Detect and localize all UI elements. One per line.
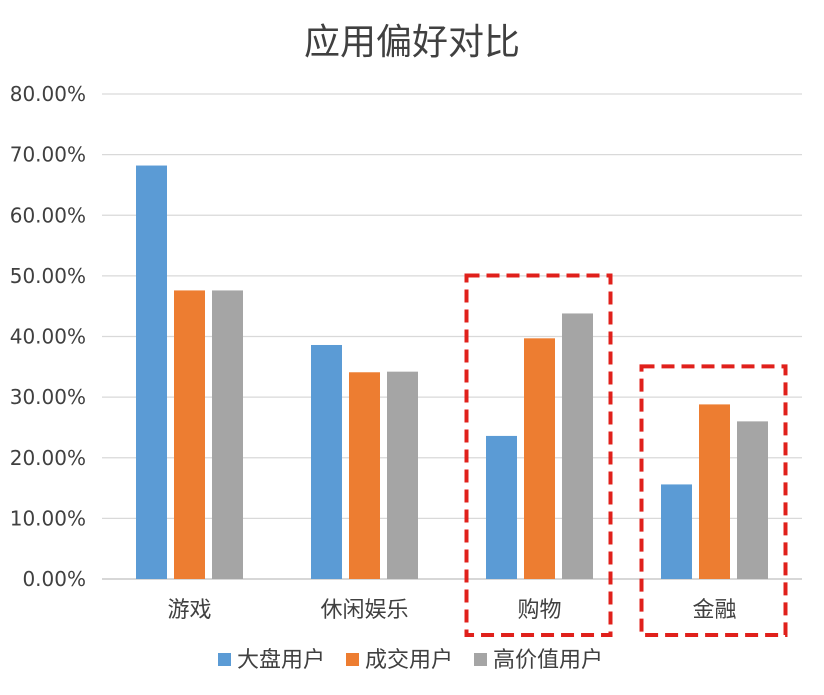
bar xyxy=(699,404,730,579)
legend-label: 高价值用户 xyxy=(493,648,603,673)
x-tick-label: 购物 xyxy=(517,598,561,623)
highlight-boxes xyxy=(464,273,788,637)
y-tick-label: 80.00% xyxy=(10,82,86,106)
bar xyxy=(174,290,205,579)
highlight-box xyxy=(464,273,613,637)
chart-title: 应用偏好对比 xyxy=(304,22,520,63)
legend-swatch xyxy=(346,653,359,666)
highlight-box xyxy=(639,364,788,637)
bars xyxy=(136,165,768,579)
bar xyxy=(524,338,555,579)
y-tick-label: 70.00% xyxy=(10,143,86,167)
y-axis-tick-labels: 0.00% 10.00% 20.00% 30.00% 40.00% 50.00% 60.00… xyxy=(10,82,86,591)
y-tick-label: 10.00% xyxy=(10,506,86,530)
y-tick-label: 30.00% xyxy=(10,385,86,409)
legend: 大盘用户 成交用户 高价值用户 xyxy=(218,648,603,673)
legend-swatch xyxy=(474,653,487,666)
bar xyxy=(136,165,167,579)
bar xyxy=(661,484,692,579)
y-tick-label: 40.00% xyxy=(10,325,86,349)
bar xyxy=(349,372,380,579)
y-tick-label: 50.00% xyxy=(10,264,86,288)
legend-label: 大盘用户 xyxy=(237,648,325,673)
x-axis-tick-labels: 游戏 休闲娱乐 购物 金融 xyxy=(167,598,736,623)
y-tick-label: 0.00% xyxy=(22,567,86,591)
bar xyxy=(311,344,342,579)
x-tick-label: 游戏 xyxy=(167,598,211,623)
y-tick-label: 20.00% xyxy=(10,446,86,470)
bar xyxy=(737,421,768,579)
legend-label: 成交用户 xyxy=(365,648,453,673)
legend-swatch xyxy=(218,653,231,666)
gridlines xyxy=(102,93,802,580)
bar xyxy=(562,313,593,579)
bar xyxy=(387,371,418,579)
y-tick-label: 60.00% xyxy=(10,203,86,227)
x-tick-label: 休闲娱乐 xyxy=(320,598,408,623)
bar xyxy=(212,290,243,579)
bar xyxy=(486,435,517,579)
x-tick-label: 金融 xyxy=(692,598,736,623)
